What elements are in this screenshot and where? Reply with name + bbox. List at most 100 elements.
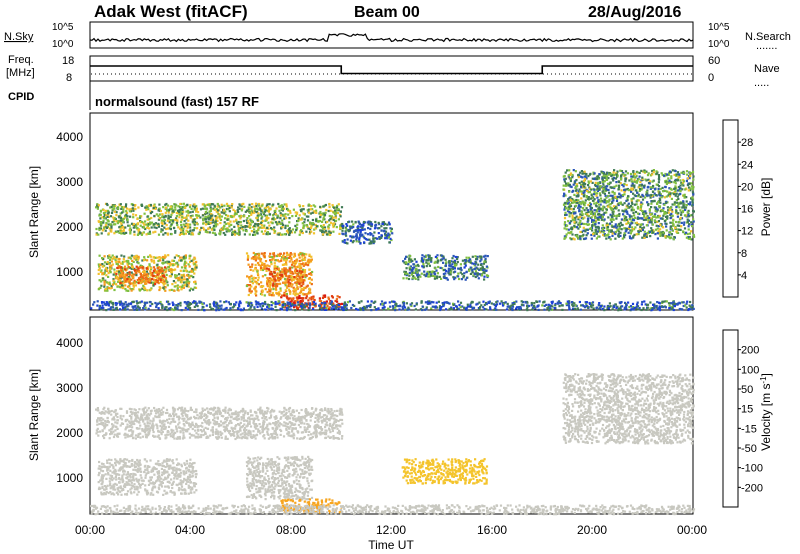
data-cell: [404, 270, 407, 274]
nave-tick-bottom: 0: [708, 72, 714, 84]
data-cell: [120, 224, 124, 227]
data-cell: [690, 214, 693, 217]
data-cell: [163, 269, 166, 272]
data-cell: [668, 171, 671, 174]
data-cell: [308, 228, 312, 231]
data-cell: [281, 268, 284, 271]
data-cell: [240, 209, 243, 212]
data-cell: [230, 228, 233, 231]
data-cell: [310, 225, 313, 228]
data-cell: [405, 255, 408, 258]
data-cell: [330, 218, 333, 221]
data-cell: [623, 202, 626, 205]
data-cell: [666, 190, 669, 193]
data-cell: [128, 256, 131, 259]
data-cell: [579, 235, 582, 238]
data-cell: [633, 172, 637, 176]
data-cell: [614, 230, 617, 234]
data-cell: [627, 231, 630, 234]
data-cell: [637, 207, 640, 210]
data-cell: [310, 226, 313, 229]
data-cell: [299, 252, 302, 256]
data-cell: [575, 195, 578, 198]
data-cell: [617, 232, 620, 236]
data-cell: [293, 290, 296, 293]
data-cell: [444, 258, 447, 261]
data-cell: [175, 262, 178, 265]
data-cell: [462, 275, 466, 278]
data-cell: [168, 260, 171, 263]
data-cell: [287, 253, 290, 257]
data-cell: [173, 227, 176, 230]
data-cell: [298, 282, 301, 285]
data-cell: [192, 218, 195, 221]
data-cell: [312, 204, 315, 207]
data-cell: [596, 230, 599, 233]
data-cell: [303, 270, 306, 273]
data-cell: [272, 203, 275, 206]
data-cell: [302, 208, 305, 211]
data-cell: [130, 278, 133, 281]
data-cell: [674, 182, 677, 185]
data-cell: [121, 230, 124, 233]
data-cell: [482, 255, 486, 258]
data-cell: [675, 173, 679, 176]
data-cell: [132, 226, 135, 229]
data-cell: [268, 265, 271, 268]
data-cell: [292, 278, 295, 281]
data-cell: [233, 225, 236, 228]
data-cell: [129, 266, 132, 269]
data-cell: [457, 272, 460, 275]
data-cell: [281, 263, 284, 266]
data-cell: [256, 211, 259, 214]
data-cell: [307, 302, 310, 305]
data-cell: [589, 187, 592, 190]
data-cell: [682, 209, 685, 212]
data-cell: [370, 242, 373, 245]
data-cell: [146, 224, 149, 228]
data-cell: [354, 221, 357, 224]
data-cell: [676, 228, 679, 231]
data-cell: [278, 303, 281, 306]
data-cell: [263, 266, 266, 269]
data-cell: [148, 279, 151, 283]
data-cell: [171, 264, 175, 267]
data-cell: [184, 206, 187, 209]
data-cell: [630, 178, 633, 181]
data-cell: [343, 241, 346, 244]
data-cell: [474, 255, 477, 258]
data-cell: [128, 271, 131, 274]
data-cell: [309, 208, 312, 211]
data-cell: [150, 287, 153, 290]
data-cell: [655, 224, 658, 227]
data-cell: [264, 230, 267, 233]
data-cell: [623, 217, 626, 220]
data-cell: [185, 229, 188, 232]
data-cell: [245, 230, 248, 233]
data-cell: [346, 238, 349, 241]
data-cell: [261, 275, 264, 278]
data-cell: [663, 220, 666, 223]
data-cell: [298, 233, 301, 236]
data-cell: [303, 218, 306, 221]
data-cell: [160, 219, 163, 222]
data-cell: [650, 206, 653, 209]
data-cell: [380, 225, 383, 228]
data-cell: [108, 254, 111, 257]
data-cell: [385, 227, 388, 230]
data-cell: [141, 259, 144, 262]
data-cell: [283, 214, 286, 217]
data-cell: [221, 211, 224, 214]
data-cell: [131, 265, 134, 268]
data-cell: [187, 214, 190, 217]
data-cell: [263, 224, 266, 227]
data-cell: [451, 263, 454, 266]
data-cell: [143, 223, 146, 226]
data-cell: [587, 175, 590, 178]
data-cell: [208, 210, 211, 213]
data-cell: [673, 173, 676, 177]
data-cell: [136, 226, 139, 229]
data-cell: [583, 179, 586, 183]
data-cell: [268, 290, 271, 293]
data-cell: [483, 268, 486, 271]
